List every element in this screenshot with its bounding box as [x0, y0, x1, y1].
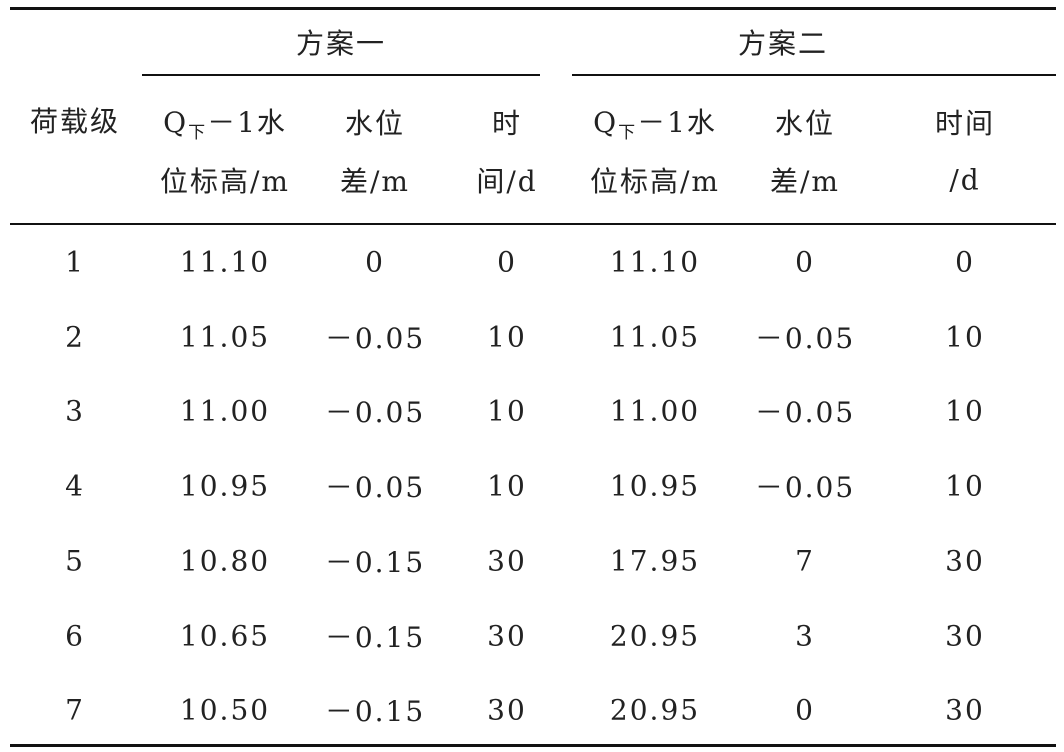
bottom-rule: [10, 744, 1056, 747]
row-label: 2: [65, 320, 85, 354]
group-rule: [142, 74, 540, 76]
row-label: 7: [65, 693, 85, 727]
header-text: Q: [593, 106, 619, 139]
table-cell: 30: [487, 693, 527, 727]
row-label: 3: [65, 394, 85, 428]
table-cell: 10: [945, 469, 985, 503]
header-text: －1水: [637, 106, 717, 139]
table-cell: 20.95: [609, 619, 701, 652]
table-cell: 7: [795, 544, 815, 578]
table-cell: －0.05: [324, 321, 426, 355]
table-cell: －0.15: [324, 545, 426, 579]
table-cell: 10.50: [179, 693, 271, 727]
column-header-line: 间/d: [476, 165, 538, 198]
row-label: 4: [65, 469, 85, 503]
table-cell: 0: [365, 245, 385, 279]
table-cell: 30: [487, 619, 527, 652]
top-rule: [10, 7, 1056, 10]
table-cell: 10.80: [179, 544, 271, 578]
column-header-line: 位标高/m: [590, 165, 720, 198]
column-header-line: 荷载级: [29, 105, 121, 138]
table-cell: 30: [945, 544, 985, 578]
header-text: －1水: [207, 106, 287, 139]
table-cell: 11.05: [609, 320, 701, 354]
column-header-line: 差/m: [770, 165, 840, 198]
table-cell: 11.10: [609, 245, 701, 279]
column-header-line: /d: [949, 163, 981, 197]
row-label: 6: [65, 619, 85, 652]
column-header-line: Q下－1水: [163, 101, 287, 143]
subscript: 下: [188, 123, 208, 143]
table-cell: 10: [945, 320, 985, 354]
group-header: 方案一: [295, 27, 387, 60]
subscript: 下: [618, 123, 638, 143]
column-header-line: 水位: [774, 107, 836, 140]
table-cell: －0.05: [754, 396, 856, 430]
table-cell: 30: [487, 544, 527, 578]
table-cell: 10: [487, 320, 527, 354]
table-cell: －0.05: [754, 471, 856, 505]
table-cell: 20.95: [609, 693, 701, 727]
table-cell: 11.00: [609, 394, 701, 428]
table-cell: －0.05: [754, 321, 856, 355]
header-text: Q: [163, 106, 189, 139]
table-cell: 0: [955, 245, 975, 279]
table-cell: 10: [487, 469, 527, 503]
table-cell: 0: [497, 245, 517, 279]
table-cell: 17.95: [609, 544, 701, 578]
table-cell: 10.95: [179, 469, 271, 503]
group-header: 方案二: [737, 27, 829, 60]
column-header-line: 差/m: [340, 165, 410, 198]
group-rule: [572, 74, 1056, 76]
table-cell: 0: [795, 245, 815, 279]
header-rule: [10, 223, 1056, 225]
table-cell: 3: [795, 619, 815, 652]
table-cell: 10: [945, 394, 985, 428]
table-cell: 10.65: [179, 619, 271, 652]
column-header-line: 时间: [934, 107, 996, 140]
table-cell: 11.05: [179, 320, 271, 354]
row-label: 1: [65, 245, 85, 279]
table-cell: 10: [487, 394, 527, 428]
table-cell: 30: [945, 619, 985, 652]
table-cell: －0.15: [324, 695, 426, 729]
table-cell: 11.10: [179, 245, 271, 279]
table-cell: 0: [795, 693, 815, 727]
table-cell: 10.95: [609, 469, 701, 503]
table-cell: 11.00: [179, 394, 271, 428]
table-cell: －0.05: [324, 471, 426, 505]
column-header-line: Q下－1水: [593, 101, 717, 143]
column-header-line: 位标高/m: [160, 165, 290, 198]
table-cell: 30: [945, 693, 985, 727]
row-label: 5: [65, 544, 85, 578]
table-cell: －0.15: [324, 620, 426, 654]
column-header-line: 时: [491, 107, 523, 140]
table-cell: －0.05: [324, 396, 426, 430]
column-header-line: 水位: [344, 107, 406, 140]
